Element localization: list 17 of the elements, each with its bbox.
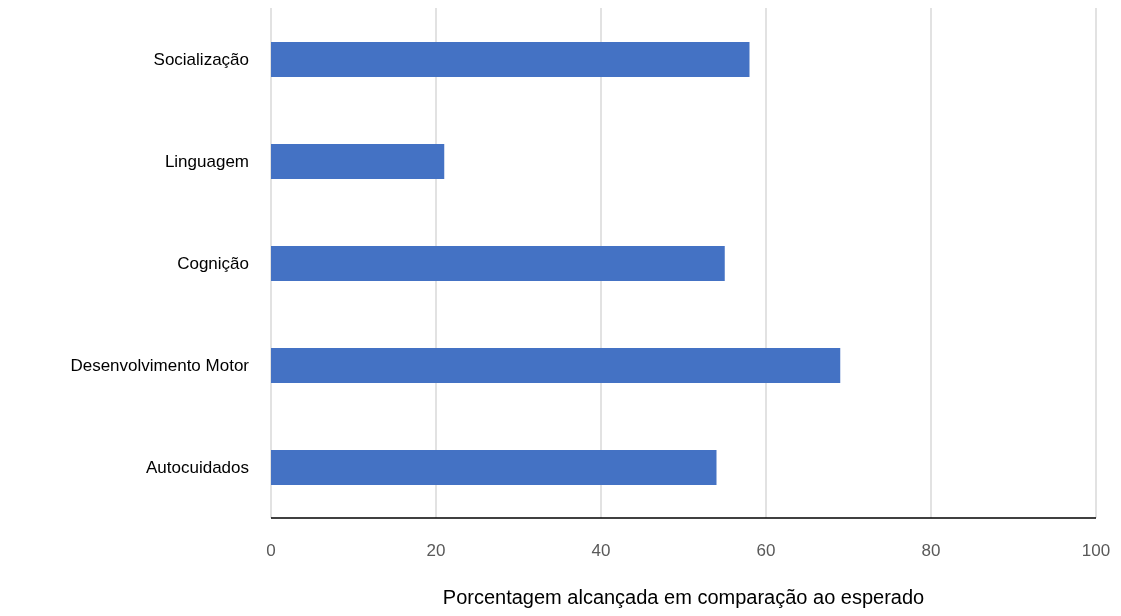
- y-tick-label: Autocuidados: [145, 458, 249, 478]
- bar: [271, 348, 841, 383]
- y-tick-label: Desenvolvimento Motor: [70, 356, 250, 376]
- x-axis-title: Porcentagem alcançada em comparação ao esperado: [442, 586, 925, 608]
- bar: [271, 144, 445, 179]
- bar: [271, 450, 717, 485]
- x-tick-label: 80: [921, 541, 941, 561]
- bar: [271, 246, 725, 281]
- x-tick-label: 60: [756, 541, 776, 561]
- y-tick-label: Socialização: [153, 50, 249, 70]
- bar: [271, 42, 750, 77]
- x-tick-label: 100: [1081, 541, 1111, 561]
- x-tick-label: 40: [591, 541, 611, 561]
- x-tick-label: 20: [426, 541, 446, 561]
- x-tick-label: 0: [266, 541, 276, 561]
- y-tick-label: Linguagem: [164, 152, 249, 172]
- y-tick-label: Cognição: [177, 254, 249, 274]
